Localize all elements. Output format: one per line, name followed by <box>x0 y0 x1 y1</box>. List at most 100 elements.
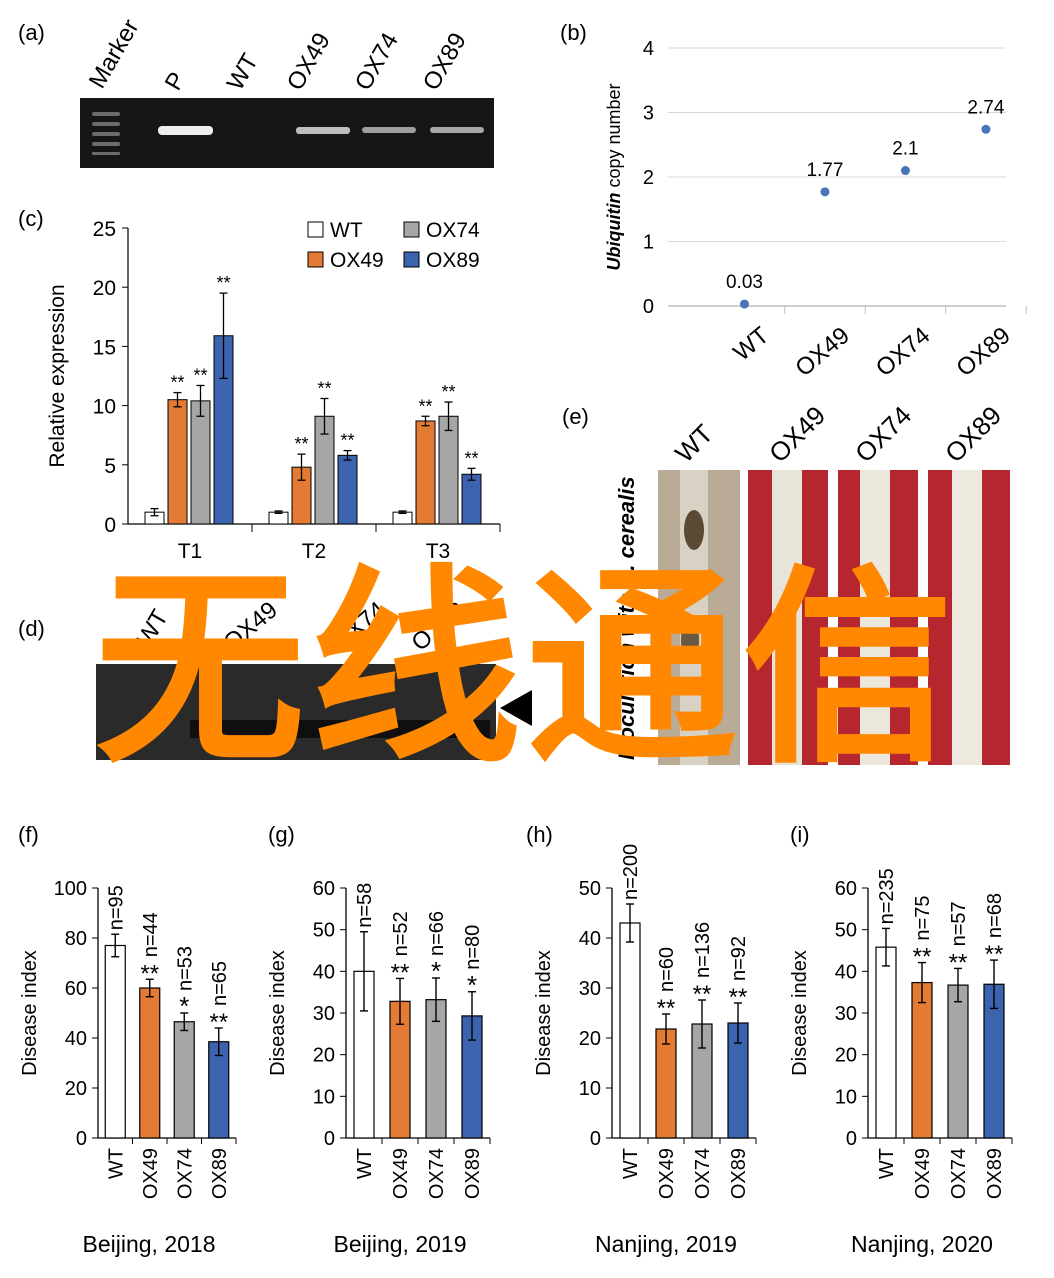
x-tick-label: OX74 <box>174 1148 196 1199</box>
y-axis-label: Disease index <box>533 950 555 1076</box>
gel-a-image <box>80 98 494 168</box>
photo-e-side-label: Inoculation with R. cerealis <box>614 476 639 760</box>
legend-swatch <box>403 221 420 238</box>
x-tick-label: OX89 <box>209 1148 231 1199</box>
y-axis-label: Relative expression <box>46 284 69 467</box>
x-tick-label: OX74 <box>948 1148 970 1199</box>
y-tick-label: 50 <box>835 920 857 942</box>
x-tick-label: T3 <box>426 540 451 563</box>
y-tick-label: 0 <box>76 1128 87 1150</box>
panel-label-c: (c) <box>18 206 44 231</box>
y-tick-label: 10 <box>835 1086 857 1108</box>
legend-label: WT <box>330 219 363 242</box>
legend-label: OX89 <box>426 249 480 272</box>
chart-c: 0 5 10 15 20 25 Relative expression T1 ** ** ** T2 *… <box>46 218 501 563</box>
significance-label: ** <box>693 981 712 1008</box>
gel-a-band-ox49 <box>296 127 350 134</box>
x-tick-label: OX74 <box>692 1148 714 1199</box>
y-tick-label: 0 <box>324 1128 335 1150</box>
y-axis-label-rest: copy number <box>604 83 624 192</box>
sample-size-label: n=75 <box>912 896 934 941</box>
sample-size-label: n=53 <box>174 946 196 991</box>
legend-swatch <box>307 221 324 238</box>
significance-label: ** <box>913 944 932 971</box>
x-tick-label: OX74 <box>426 1148 448 1199</box>
y-tick-label: 2 <box>643 167 654 189</box>
data-point <box>739 299 749 309</box>
sample-size-label: n=92 <box>728 936 750 981</box>
panel-h: (h) 0 10 20 30 40 50 Disease index WT n=200 OX49 *… <box>526 822 757 1257</box>
legend-swatch <box>403 251 420 268</box>
panel-c: (c) 0 5 10 15 20 25 Relative expression T1 ** ** *… <box>18 206 501 563</box>
x-tick-label: WT <box>876 1148 898 1179</box>
x-tick-label: OX49 <box>790 322 854 382</box>
y-tick-label: 0 <box>846 1128 857 1150</box>
y-tick-label: 0 <box>590 1128 601 1150</box>
photo-e-lane-labels: WT OX49 OX74 OX89 <box>669 400 1007 468</box>
y-tick-label: 50 <box>313 920 335 942</box>
panel-label-a: (a) <box>18 20 45 45</box>
sample-size-label: n=136 <box>692 922 714 978</box>
y-tick-label: 60 <box>313 878 335 900</box>
y-tick-label: 20 <box>93 277 116 300</box>
gel-a-band-p <box>158 126 213 135</box>
bar <box>461 473 482 525</box>
bar <box>190 400 211 525</box>
x-tick-label: WT <box>354 1148 376 1179</box>
x-tick-label: WT <box>105 1148 127 1179</box>
gel-a-lane-label: P <box>160 68 191 95</box>
arrowhead-icon <box>500 690 532 726</box>
y-tick-label: 10 <box>313 1086 335 1108</box>
photo-e-image <box>658 470 1010 765</box>
y-tick-label: 40 <box>313 961 335 983</box>
significance-label: ** <box>294 434 308 454</box>
y-tick-label: 3 <box>643 103 654 125</box>
y-tick-label: 100 <box>54 878 87 900</box>
sample-size-label: n=52 <box>390 911 412 956</box>
photo-e-lane-label: OX74 <box>849 400 917 468</box>
y-tick-label: 10 <box>93 396 116 419</box>
gel-a-lane-label: Marker <box>84 15 145 93</box>
photo-e-lane-label: OX89 <box>939 400 1007 468</box>
y-tick-label: 40 <box>65 1028 87 1050</box>
significance-label: ** <box>464 448 478 468</box>
y-tick-label: 25 <box>93 218 116 241</box>
x-tick-label: OX89 <box>728 1148 750 1199</box>
photo-e-lane-label: WT <box>669 418 719 468</box>
y-tick-label: 80 <box>65 928 87 950</box>
panel-e: (e) WT OX49 OX74 OX89 Inoculation with R… <box>562 400 1010 765</box>
x-tick-label: WT <box>620 1148 642 1179</box>
y-tick-label: 10 <box>579 1078 601 1100</box>
panel-label-b: (b) <box>560 20 587 45</box>
bar <box>167 399 188 525</box>
x-tick-label: T1 <box>178 540 203 563</box>
photo-e-lane-label: OX49 <box>763 400 831 468</box>
data-point <box>900 166 910 176</box>
x-tick-label: OX49 <box>140 1148 162 1199</box>
panel-i: (i) 0 10 20 30 40 50 60 Disease index WT n=235 OX4… <box>789 822 1013 1257</box>
chart-title: Beijing, 2019 <box>334 1231 467 1257</box>
sample-size-label: n=65 <box>209 961 231 1006</box>
significance-label: ** <box>140 960 159 987</box>
sample-size-label: n=80 <box>462 925 484 970</box>
x-tick-label: OX89 <box>951 322 1015 382</box>
panel-g: (g) 0 10 20 30 40 50 60 Disease index WT n=58 OX49… <box>267 822 491 1257</box>
y-tick-label: 60 <box>65 978 87 1000</box>
data-label: 1.77 <box>806 160 843 181</box>
significance-label: ** <box>193 365 207 385</box>
panel-label-d: (d) <box>18 616 45 641</box>
y-axis-label: Disease index <box>267 950 289 1076</box>
x-tick-label: WT <box>728 322 774 367</box>
x-tick-label: T2 <box>302 540 327 563</box>
significance-label: ** <box>418 396 432 416</box>
significance-label: ** <box>985 941 1004 968</box>
sample-size-label: n=200 <box>620 844 642 900</box>
gel-a-marker-bands <box>92 112 120 155</box>
gel-a-band-ox74 <box>362 127 416 133</box>
sample-size-label: n=57 <box>948 901 970 946</box>
significance-label: ** <box>216 273 230 293</box>
y-tick-label: 20 <box>313 1045 335 1067</box>
y-tick-label: 0 <box>643 296 654 318</box>
bar <box>947 984 969 1139</box>
significance-label: * <box>431 956 441 986</box>
